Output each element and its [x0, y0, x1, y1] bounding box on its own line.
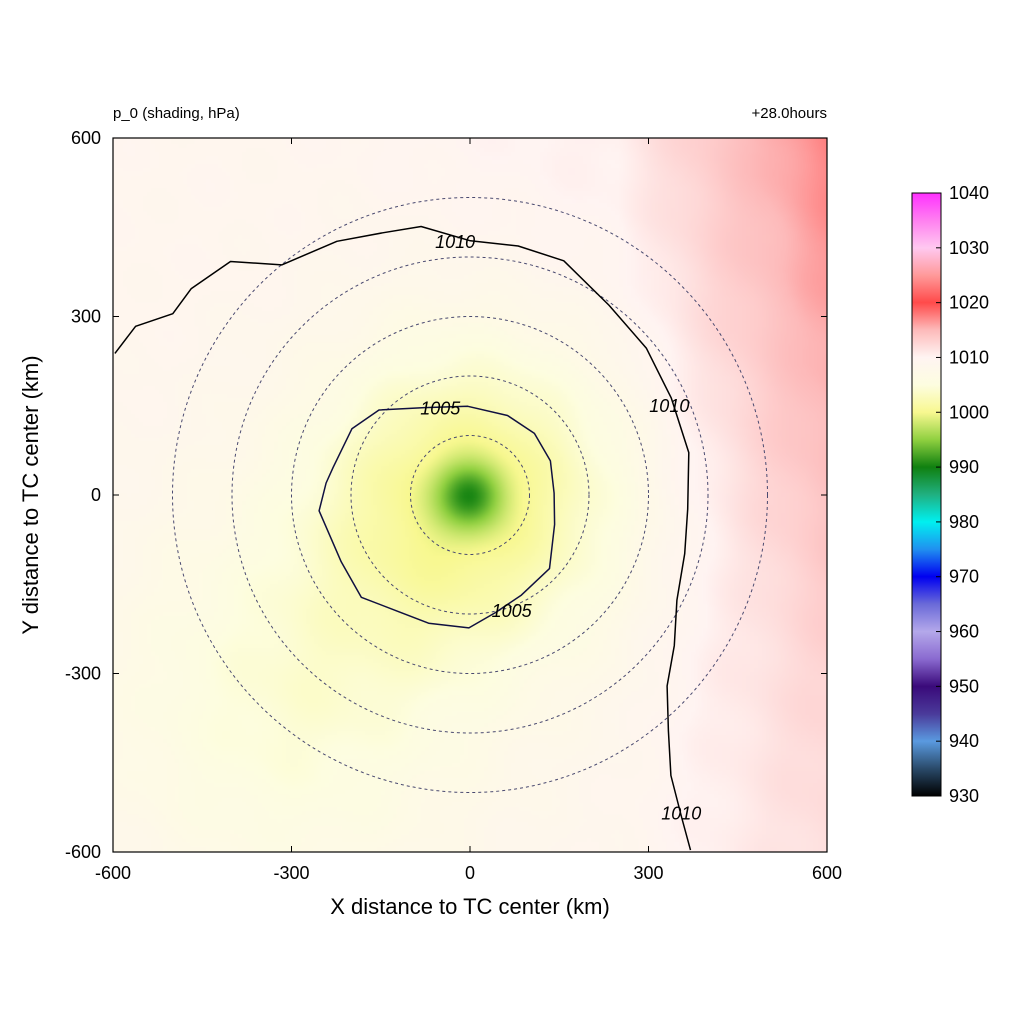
colorbar-tick-label: 960	[949, 622, 979, 642]
colorbar-tick-label: 1010	[949, 347, 989, 367]
pressure-contours: 1005 1005 1010 1010 1010	[114, 225, 701, 851]
x-tick-label: -300	[273, 863, 309, 883]
range-rings	[172, 197, 768, 793]
x-axis-label: X distance to TC center (km)	[330, 894, 610, 919]
y-tick-label: 0	[91, 485, 101, 505]
range-ring	[231, 256, 709, 734]
colorbar-tick-label: 930	[949, 786, 979, 806]
y-tick-label: -300	[65, 664, 101, 684]
colorbar-tick-label: 990	[949, 457, 979, 477]
colorbar-tick-label: 940	[949, 731, 979, 751]
y-axis-ticks: -600 -300 0 300 600	[65, 128, 827, 862]
contour-label-1005: 1005	[420, 399, 461, 419]
chart-title-left: p_0 (shading, hPa)	[113, 105, 240, 122]
contour-line-1010	[114, 225, 692, 851]
contour-label-1005: 1005	[492, 601, 533, 621]
x-axis-ticks: -600 -300 0 300 600	[95, 138, 842, 883]
colorbar	[911, 192, 942, 797]
colorbar-tick-label: 980	[949, 512, 979, 532]
y-axis-label: Y distance to TC center (km)	[18, 355, 43, 634]
colorbar-tick-label: 950	[949, 676, 979, 696]
contour-label-1010: 1010	[661, 803, 701, 823]
colorbar-ticks: 930 940 950 960 970 980 990 1000 1010 1020 1030 104…	[936, 183, 989, 806]
x-tick-label: 0	[465, 863, 475, 883]
y-tick-label: 600	[71, 128, 101, 148]
y-tick-label: 300	[71, 307, 101, 327]
x-tick-label: 600	[812, 863, 842, 883]
range-ring	[350, 375, 590, 615]
colorbar-tick-label: 1030	[949, 238, 989, 258]
contour-label-1010: 1010	[649, 396, 689, 416]
range-ring	[410, 435, 530, 555]
contour-label-1010: 1010	[435, 232, 475, 252]
x-tick-label: 300	[633, 863, 663, 883]
chart-title-right: +28.0hours	[752, 105, 827, 122]
range-ring	[172, 197, 768, 793]
range-ring	[291, 316, 649, 674]
colorbar-tick-label: 1020	[949, 293, 989, 313]
contour-line-1005	[318, 405, 556, 629]
y-tick-label: -600	[65, 842, 101, 862]
colorbar-tick-label: 1000	[949, 402, 989, 422]
x-tick-label: -600	[95, 863, 131, 883]
colorbar-tick-label: 1040	[949, 183, 989, 203]
colorbar-tick-label: 970	[949, 567, 979, 587]
